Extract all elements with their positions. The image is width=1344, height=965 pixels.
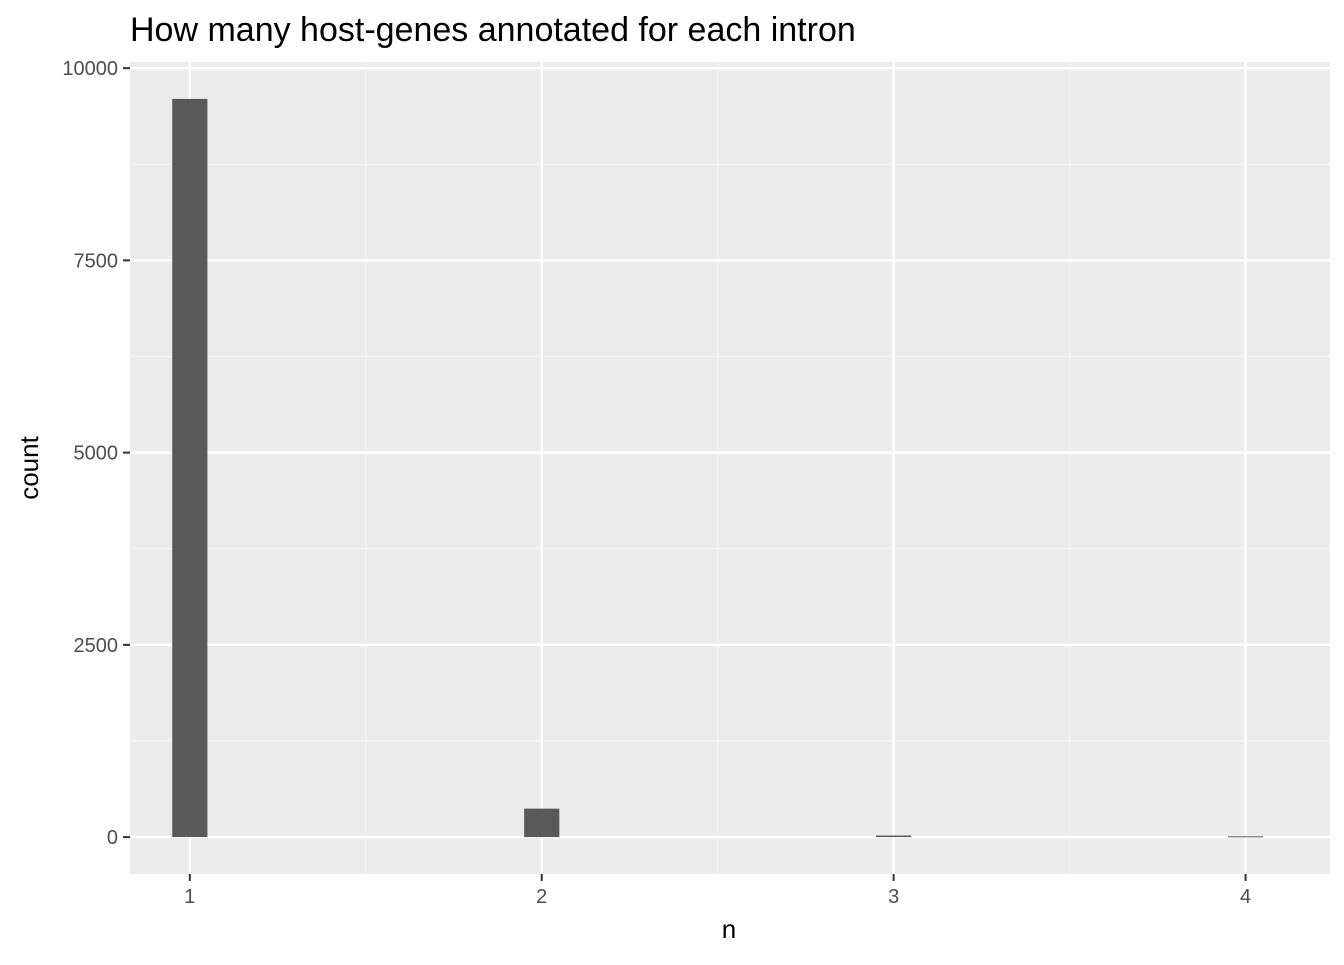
plot-panel xyxy=(130,62,1330,874)
x-axis: 1 2 3 4 xyxy=(184,874,1251,908)
y-tick-label: 0 xyxy=(107,827,118,849)
x-tick-label: 1 xyxy=(184,886,195,908)
y-tick-label: 5000 xyxy=(74,443,119,465)
y-axis-title: count xyxy=(14,435,44,499)
y-tick-label: 10000 xyxy=(62,58,118,80)
x-tick-label: 2 xyxy=(536,886,547,908)
y-axis: 0 2500 5000 7500 10000 xyxy=(62,58,130,849)
x-axis-title: n xyxy=(722,914,736,944)
bar-n-4 xyxy=(1227,836,1264,838)
x-tick-label: 4 xyxy=(1240,886,1251,908)
grid-minor xyxy=(130,62,1330,874)
y-tick-label: 2500 xyxy=(74,635,119,657)
y-tick-label: 7500 xyxy=(74,250,119,272)
x-tick-label: 3 xyxy=(888,886,899,908)
chart-title: How many host-genes annotated for each i… xyxy=(130,11,856,49)
bar-n-1 xyxy=(172,98,208,838)
bar-n-2 xyxy=(524,808,560,838)
bar-n-3 xyxy=(876,835,912,838)
bars xyxy=(172,98,1264,838)
